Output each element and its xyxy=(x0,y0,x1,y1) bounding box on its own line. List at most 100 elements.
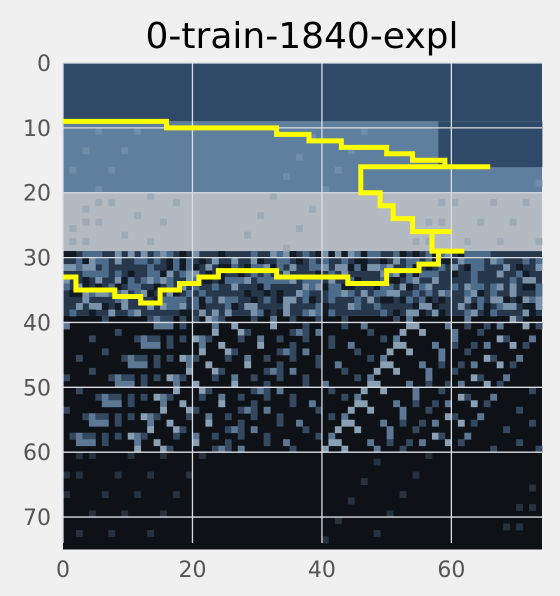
image-pixel xyxy=(451,413,459,421)
image-pixel xyxy=(380,361,388,369)
image-pixel xyxy=(257,341,265,349)
image-pixel xyxy=(419,283,426,291)
image-pixel xyxy=(477,264,485,271)
image-pixel xyxy=(464,127,472,135)
image-pixel xyxy=(535,134,543,142)
image-pixel xyxy=(166,354,174,362)
image-pixel xyxy=(121,231,129,239)
image-pixel xyxy=(173,432,180,440)
image-pixel xyxy=(386,361,394,369)
image-pixel xyxy=(134,491,142,498)
image-pixel xyxy=(380,419,388,427)
image-pixel xyxy=(296,328,303,336)
image-pixel xyxy=(198,303,206,310)
image-pixel xyxy=(134,257,142,265)
image-pixel xyxy=(451,264,459,271)
image-pixel xyxy=(380,270,388,278)
image-pixel xyxy=(127,354,135,362)
image-pixel xyxy=(270,367,278,375)
image-pixel xyxy=(321,283,329,291)
image-pixel xyxy=(185,264,193,271)
image-pixel xyxy=(425,290,433,297)
image-pixel xyxy=(302,426,310,434)
image-pixel xyxy=(147,238,155,246)
image-pixel xyxy=(224,413,232,421)
image-pixel xyxy=(483,400,491,408)
image-pixel xyxy=(380,264,388,271)
image-pixel xyxy=(470,303,478,310)
image-pixel xyxy=(276,419,284,427)
image-pixel xyxy=(419,309,426,317)
image-pixel xyxy=(386,432,394,440)
image-pixel xyxy=(95,413,103,421)
image-pixel xyxy=(354,264,362,271)
image-pixel xyxy=(198,348,206,356)
image-pixel xyxy=(75,290,83,297)
image-pixel xyxy=(218,277,226,284)
image-pixel xyxy=(516,134,523,142)
image-pixel xyxy=(419,419,426,427)
image-pixel xyxy=(153,315,161,323)
image-pixel xyxy=(522,153,530,161)
image-pixel xyxy=(328,432,336,440)
image-pixel xyxy=(516,439,523,447)
image-pixel xyxy=(283,348,290,356)
image-pixel xyxy=(250,406,258,414)
image-pixel xyxy=(516,523,523,531)
image-pixel xyxy=(179,335,187,343)
image-pixel xyxy=(393,257,400,265)
image-pixel xyxy=(412,426,420,434)
image-pixel xyxy=(192,354,200,362)
image-pixel xyxy=(95,290,103,297)
image-pixel xyxy=(431,257,439,265)
image-pixel xyxy=(470,127,478,135)
image-pixel xyxy=(386,348,394,356)
image-pixel xyxy=(393,367,400,375)
image-pixel xyxy=(179,309,187,317)
image-pixel xyxy=(244,328,252,336)
image-pixel xyxy=(250,264,258,271)
image-pixel xyxy=(483,134,491,142)
image-pixel xyxy=(153,361,161,369)
image-pixel xyxy=(509,283,517,291)
image-pixel xyxy=(464,348,472,356)
image-pixel xyxy=(522,270,530,278)
image-pixel xyxy=(386,296,394,304)
image-pixel xyxy=(121,290,129,297)
image-pixel xyxy=(334,264,342,271)
image-pixel xyxy=(328,283,336,291)
image-pixel xyxy=(244,290,252,297)
image-pixel xyxy=(250,251,258,258)
image-pixel xyxy=(276,309,284,317)
image-pixel xyxy=(198,452,206,460)
image-pixel xyxy=(315,264,323,271)
image-pixel xyxy=(88,303,96,310)
image-pixel xyxy=(438,361,446,369)
image-pixel xyxy=(490,160,498,168)
image-pixel xyxy=(82,290,90,297)
image-pixel xyxy=(496,121,504,129)
image-pixel xyxy=(341,413,349,421)
image-pixel xyxy=(160,303,167,310)
image-pixel xyxy=(302,309,310,317)
image-pixel xyxy=(431,270,439,278)
image-pixel xyxy=(464,290,472,297)
image-pixel xyxy=(496,147,504,155)
image-pixel xyxy=(250,374,258,382)
image-pixel xyxy=(451,335,459,343)
image-pixel xyxy=(75,439,83,447)
image-pixel xyxy=(529,160,536,168)
image-pixel xyxy=(334,251,342,258)
image-pixel xyxy=(160,218,167,226)
image-pixel xyxy=(406,257,413,265)
image-pixel xyxy=(289,400,297,408)
image-pixel xyxy=(218,264,226,271)
image-pixel xyxy=(315,277,323,284)
image-pixel xyxy=(516,270,523,278)
image-pixel xyxy=(367,251,375,258)
image-pixel xyxy=(451,134,459,142)
image-pixel xyxy=(328,309,336,317)
image-pixel xyxy=(160,400,167,408)
image-pixel xyxy=(231,296,239,304)
image-pixel xyxy=(496,380,504,388)
